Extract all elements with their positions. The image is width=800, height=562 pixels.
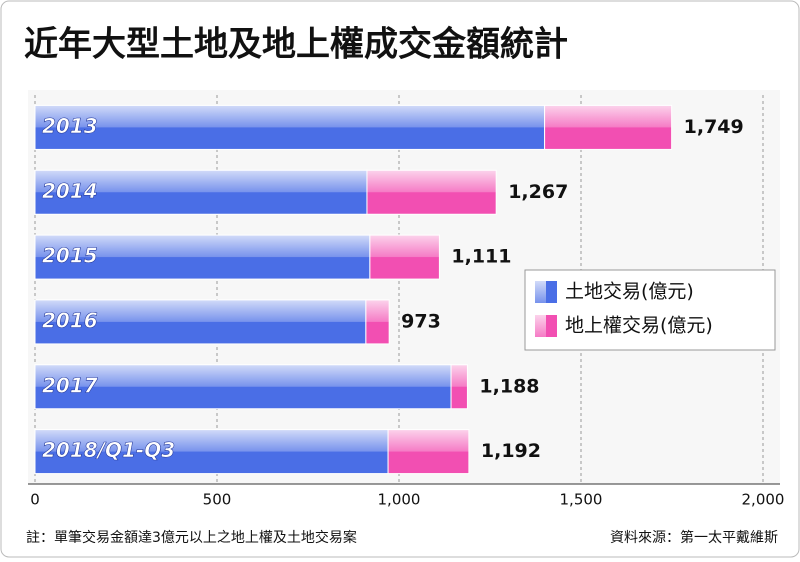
total-label: 1,267 <box>508 181 568 203</box>
bar-shine <box>451 364 468 387</box>
category-label: 2018/Q1-Q3 <box>42 438 175 462</box>
chart-title: 近年大型土地及地上權成交金額統計 <box>24 25 568 65</box>
bar-shine <box>35 364 452 387</box>
category-label: 2015 <box>42 244 98 268</box>
legend-label: 地上權交易(億元) <box>565 315 713 337</box>
bar-shine <box>365 299 390 322</box>
bar-shine <box>388 429 469 452</box>
bar-shine <box>35 105 545 128</box>
total-label: 1,749 <box>684 116 744 138</box>
x-tick-label: 0 <box>30 491 40 509</box>
category-label: 2016 <box>42 308 98 332</box>
bar-shine <box>366 170 497 193</box>
footnote: 註：單筆交易金額達3億元以上之地上權及土地交易案 <box>26 529 357 546</box>
category-label: 2014 <box>42 179 98 203</box>
category-label: 2013 <box>42 114 98 138</box>
total-label: 1,192 <box>481 440 541 462</box>
legend-shine <box>535 281 546 303</box>
total-label: 1,111 <box>451 246 511 268</box>
legend-label: 土地交易(億元) <box>565 281 694 303</box>
x-tick-label: 500 <box>203 491 232 509</box>
total-label: 1,188 <box>479 375 539 397</box>
legend-box <box>524 269 776 351</box>
total-label: 973 <box>401 310 441 332</box>
bar-shine <box>35 170 367 193</box>
bar-shine <box>544 105 672 128</box>
bar-shine <box>35 235 370 258</box>
legend-shine <box>535 315 546 337</box>
bar-shine <box>35 299 366 322</box>
x-tick-label: 1,000 <box>378 491 421 509</box>
category-label: 2017 <box>42 373 98 397</box>
x-tick-label: 2,000 <box>742 491 785 509</box>
x-tick-label: 1,500 <box>560 491 603 509</box>
source: 資料來源：第一太平戴維斯 <box>610 529 778 546</box>
bar-shine <box>35 429 389 452</box>
bar-shine <box>369 235 440 258</box>
